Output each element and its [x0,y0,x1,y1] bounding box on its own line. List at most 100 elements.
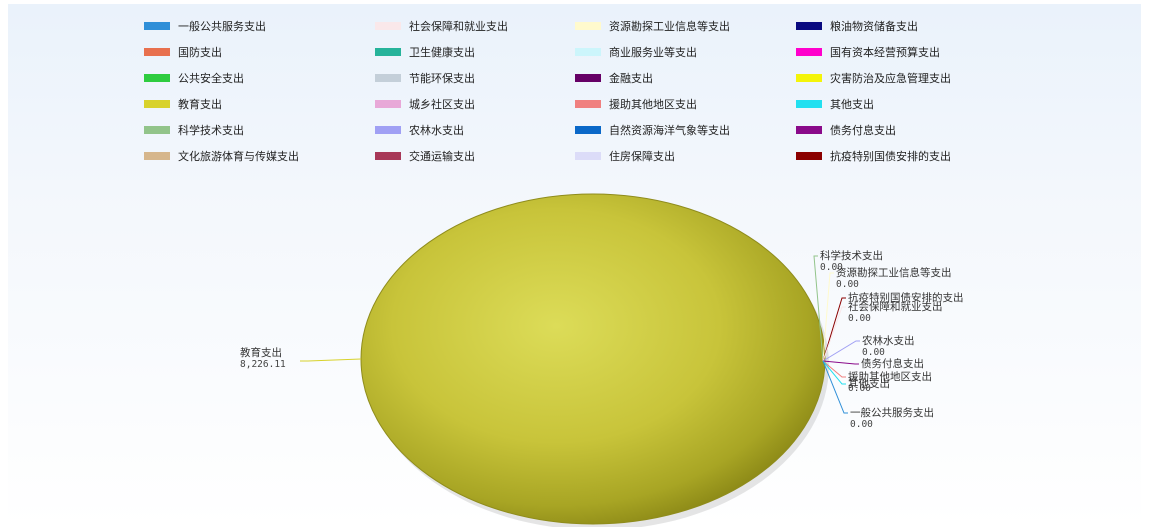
legend-item[interactable]: 住房保障支出 [575,144,796,168]
legend-label: 粮油物资储备支出 [830,20,918,33]
data-label-value: 0.00 [836,279,859,290]
legend-item[interactable]: 教育支出 [144,92,375,116]
data-label: 科学技术支出 0.00 [813,249,883,362]
data-label-name: 债务付息支出 [861,357,924,370]
data-label-value: 8,226.11 [240,359,286,370]
legend-swatch [375,152,401,160]
legend-item[interactable]: 商业服务业等支出 [575,40,796,64]
leader-line [822,272,834,362]
legend-item[interactable]: 自然资源海洋气象等支出 [575,118,796,142]
legend-swatch [375,74,401,82]
legend-label: 住房保障支出 [609,150,675,163]
legend-swatch [575,48,601,56]
legend-swatch [144,152,170,160]
data-label-name: 其他支出 [848,377,890,390]
legend-swatch [144,22,170,30]
legend-swatch [796,100,822,108]
legend-swatch [375,126,401,134]
data-label-name: 科学技术支出 [820,249,883,262]
legend-swatch [575,126,601,134]
legend-label: 债务付息支出 [830,124,896,137]
data-label-name: 资源勘探工业信息等支出 [836,266,952,279]
legend-item[interactable]: 节能环保支出 [375,66,575,90]
legend-item[interactable]: 灾害防治及应急管理支出 [796,66,1026,90]
legend-item[interactable]: 其他支出 [796,92,1026,116]
pie-slice-e69599e882b2e694afe587ba[interactable] [360,193,826,525]
data-label-name: 援助其他地区支出 [848,370,932,383]
legend-item[interactable]: 城乡社区支出 [375,92,575,116]
legend-item[interactable]: 卫生健康支出 [375,40,575,64]
legend-label: 教育支出 [178,98,222,111]
legend-item[interactable]: 国有资本经营预算支出 [796,40,1026,64]
legend-label: 社会保障和就业支出 [409,20,508,33]
legend-item[interactable]: 科学技术支出 [144,118,375,142]
legend-swatch [575,152,601,160]
legend-swatch [575,22,601,30]
legend-item[interactable]: 国防支出 [144,40,375,64]
chart-panel: 一般公共服务支出 社会保障和就业支出 资源勘探工业信息等支出 粮油物资储备支出 国防支出… [8,4,1141,527]
leader-line [822,360,859,365]
legend-swatch [796,126,822,134]
legend-item[interactable]: 交通运输支出 [375,144,575,168]
legend-label: 商业服务业等支出 [609,46,697,59]
legend-label: 卫生健康支出 [409,46,475,59]
data-label-value: 0.00 [848,313,871,324]
legend-label: 城乡社区支出 [409,98,475,111]
legend-swatch [796,48,822,56]
legend-label: 文化旅游体育与传媒支出 [178,150,299,163]
legend-item[interactable]: 粮油物资储备支出 [796,14,1026,38]
legend-item[interactable]: 文化旅游体育与传媒支出 [144,144,375,168]
legend-swatch [575,74,601,82]
legend-label: 国有资本经营预算支出 [830,46,940,59]
legend-swatch [796,74,822,82]
legend-item[interactable]: 公共安全支出 [144,66,375,90]
legend-swatch [375,48,401,56]
leader-line [813,255,824,362]
data-label: 抗疫特别国债安排的支出 [822,291,964,362]
legend-item[interactable]: 债务付息支出 [796,118,1026,142]
data-label-name: 农林水支出 [862,334,915,347]
legend-swatch [144,74,170,82]
legend-label: 节能环保支出 [409,72,475,85]
legend-label: 农林水支出 [409,124,464,137]
legend-item[interactable]: 农林水支出 [375,118,575,142]
leader-line [822,360,846,385]
leader-line [822,360,848,414]
leader-line [822,340,860,362]
legend-item[interactable]: 金融支出 [575,66,796,90]
legend-label: 资源勘探工业信息等支出 [609,20,730,33]
legend-label: 抗疫特别国债安排的支出 [830,150,951,163]
data-label: 其他支出 [822,360,890,390]
legend-item[interactable]: 一般公共服务支出 [144,14,375,38]
legend-label: 援助其他地区支出 [609,98,697,111]
legend-label: 公共安全支出 [178,72,244,85]
pie-chart: 科学技术支出0.00资源勘探工业信息等支出0.00抗疫特别国债安排的支出社会保障… [240,193,964,527]
legend-label: 灾害防治及应急管理支出 [830,72,951,85]
data-label-value: 0.00 [850,419,873,430]
legend-swatch [144,100,170,108]
legend-swatch [575,100,601,108]
legend-label: 科学技术支出 [178,124,244,137]
legend-label: 其他支出 [830,98,874,111]
legend-label: 金融支出 [609,72,653,85]
legend-swatch [375,22,401,30]
legend-label: 一般公共服务支出 [178,20,266,33]
legend-label: 自然资源海洋气象等支出 [609,124,730,137]
legend-item[interactable]: 抗疫特别国债安排的支出 [796,144,1026,168]
data-label-name: 社会保障和就业支出 [848,300,943,313]
leader-line [822,297,846,362]
leader-line [822,360,846,378]
data-label-value: 0.00 [848,383,871,394]
legend-swatch [796,22,822,30]
data-label-name: 教育支出 [240,346,282,359]
data-label-value: 0.00 [862,347,885,358]
legend-swatch [796,152,822,160]
legend-swatch [144,48,170,56]
legend-item[interactable]: 社会保障和就业支出 [375,14,575,38]
legend-item[interactable]: 援助其他地区支出 [575,92,796,116]
legend-item[interactable]: 资源勘探工业信息等支出 [575,14,796,38]
